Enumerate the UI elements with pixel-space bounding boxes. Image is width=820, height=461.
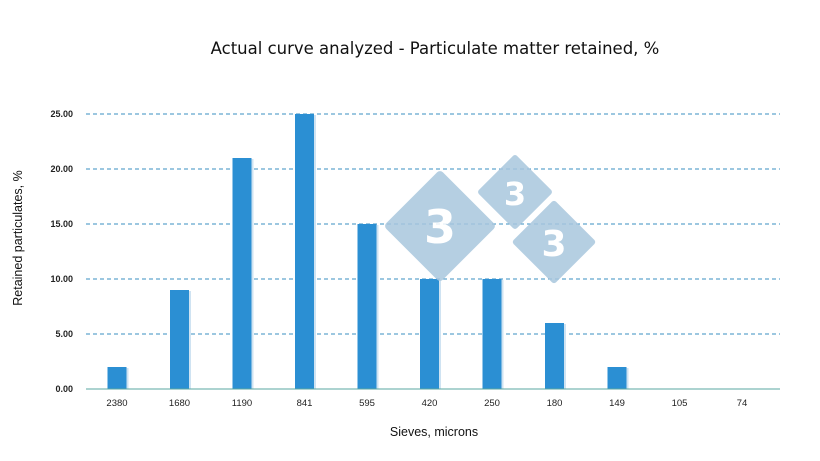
watermark-digit: 3: [424, 200, 456, 254]
chart-title: Actual curve analyzed - Particulate matt…: [211, 39, 660, 58]
x-tick-label: 105: [672, 398, 688, 409]
x-tick-labels: 2380 1680 1190 841 595 420 250 180 149 105 74: [106, 398, 747, 409]
y-tick-label: 20.00: [50, 164, 73, 174]
bar: [545, 323, 564, 389]
x-tick-label: 149: [609, 398, 625, 409]
x-tick-label: 250: [484, 398, 500, 409]
x-tick-label: 841: [297, 398, 313, 409]
y-tick-label: 5.00: [55, 329, 73, 339]
watermark-diamond-large: 3: [385, 171, 495, 281]
watermark-diamond-medium: 3: [512, 200, 596, 284]
x-tick-label: 1190: [232, 398, 252, 409]
x-tick-label: 420: [422, 398, 438, 409]
bar: [107, 367, 127, 389]
bar: [482, 279, 502, 389]
bar: [295, 114, 314, 389]
bar: [357, 224, 377, 389]
x-tick-label: 180: [547, 398, 563, 409]
y-tick-label: 0.00: [55, 384, 73, 394]
y-tick-label: 25.00: [50, 109, 73, 119]
bar: [420, 279, 439, 389]
x-tick-label: 1680: [169, 398, 190, 409]
x-tick-label: 2380: [106, 398, 127, 409]
bar: [607, 367, 627, 389]
watermark-digit: 3: [541, 224, 566, 265]
x-tick-label: 595: [359, 398, 375, 409]
watermark-digit: 3: [504, 175, 526, 213]
watermark-logo: 3 3 3: [385, 155, 596, 284]
bar: [232, 158, 252, 389]
x-axis-label: Sieves, microns: [390, 425, 478, 439]
y-tick-label: 15.00: [50, 219, 73, 229]
bar: [170, 290, 189, 389]
y-axis-label: Retained particulates, %: [11, 170, 25, 306]
bars: [107, 114, 629, 389]
y-tick-label: 10.00: [50, 274, 73, 284]
watermark-diamond-small: 3: [478, 155, 552, 229]
x-tick-label: 74: [737, 398, 748, 409]
y-tick-labels: 0.00 5.00 10.00 15.00 20.00 25.00: [50, 109, 73, 394]
